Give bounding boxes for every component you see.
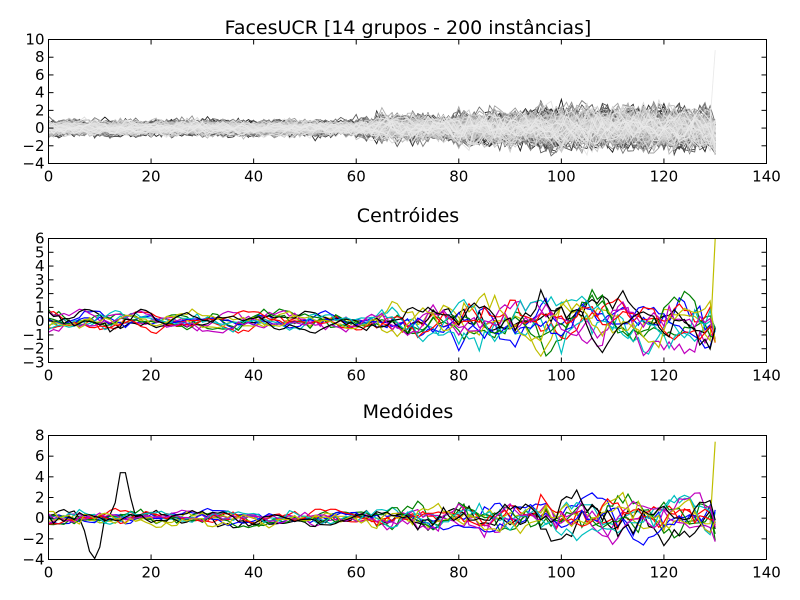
y-tick-label: −2: [22, 530, 44, 548]
series-line: [48, 498, 716, 535]
x-tick-label: 60: [347, 564, 366, 582]
y-tick-label: −4: [22, 551, 44, 569]
y-tick-label: −3: [22, 354, 44, 372]
x-tick-label: 40: [244, 367, 263, 385]
series-lines: [48, 238, 716, 358]
y-tick-label: 2: [35, 489, 45, 507]
x-tick-label: 140: [752, 367, 781, 385]
x-tick-label: 60: [347, 168, 366, 186]
series-line: [48, 114, 716, 144]
y-tick-label: −4: [22, 155, 44, 173]
series-line: [48, 300, 716, 357]
y-tick-label: −2: [22, 340, 44, 358]
x-tick-label: 60: [347, 367, 366, 385]
series-line: [48, 238, 716, 358]
plot-frame: [48, 238, 767, 363]
series-line: [48, 288, 716, 354]
y-tick-label: −2: [22, 137, 44, 155]
y-tick-label: 6: [35, 230, 45, 248]
y-tick-label: 6: [35, 66, 45, 84]
x-tick-label: 20: [142, 168, 161, 186]
y-tick-label: 2: [35, 285, 45, 303]
x-tick-label: 80: [449, 564, 468, 582]
series-line: [48, 108, 716, 142]
y-tick-label: 8: [35, 48, 45, 66]
x-tick-label: 80: [449, 168, 468, 186]
series-line: [48, 295, 716, 350]
y-tick-label: 0: [35, 509, 45, 527]
chart-title: Centróides: [357, 205, 459, 227]
y-tick-label: 10: [25, 31, 44, 49]
x-axis-ticks: 0 20 40 60 80 100 120 140: [44, 238, 781, 385]
x-tick-label: 120: [650, 564, 679, 582]
series-lines: [48, 50, 716, 157]
series-lines: [48, 441, 716, 560]
series-line: [48, 488, 716, 538]
x-tick-label: 40: [244, 564, 263, 582]
y-tick-label: 6: [35, 447, 45, 465]
x-tick-label: 120: [650, 367, 679, 385]
series-line: [48, 493, 716, 529]
x-tick-label: 0: [44, 564, 54, 582]
x-axis-ticks: 0 20 40 60 80 100 120 140: [44, 39, 781, 186]
series-line: [48, 304, 716, 343]
series-line: [48, 104, 716, 149]
y-tick-label: 4: [35, 468, 45, 486]
y-tick-label: 0: [35, 312, 45, 330]
x-tick-label: 100: [547, 168, 576, 186]
x-tick-label: 20: [142, 564, 161, 582]
y-tick-label: 3: [35, 271, 45, 289]
x-tick-label: 100: [547, 367, 576, 385]
x-axis-ticks: 0 20 40 60 80 100 120 140: [44, 435, 781, 582]
x-tick-label: 0: [44, 168, 54, 186]
y-tick-label: 4: [35, 257, 45, 275]
series-line: [48, 50, 716, 145]
y-tick-label: −1: [22, 326, 44, 344]
plot-frame: [48, 39, 767, 164]
series-line: [48, 292, 716, 349]
y-tick-label: 5: [35, 243, 45, 261]
y-axis-ticks: −4 −2 0 2 4 6 8: [22, 427, 767, 569]
y-tick-label: 0: [35, 119, 45, 137]
chart-title: Medóides: [363, 401, 454, 423]
y-tick-label: 2: [35, 101, 45, 119]
x-tick-label: 140: [752, 168, 781, 186]
x-tick-label: 20: [142, 367, 161, 385]
series-line: [48, 501, 716, 535]
panel-centroides: Centróides 0 20 40 60 80 100 120 140 −3−2−10123…: [22, 205, 780, 385]
x-tick-label: 100: [547, 564, 576, 582]
x-tick-label: 140: [752, 564, 781, 582]
series-line: [48, 492, 716, 546]
y-tick-label: 4: [35, 84, 45, 102]
y-tick-label: 1: [35, 298, 45, 316]
x-tick-label: 0: [44, 367, 54, 385]
series-line: [48, 494, 716, 542]
x-tick-label: 40: [244, 168, 263, 186]
plot-frame: [48, 435, 767, 560]
y-tick-label: 8: [35, 427, 45, 445]
x-tick-label: 80: [449, 367, 468, 385]
x-tick-label: 120: [650, 168, 679, 186]
chart-title: FacesUCR [14 grupos - 200 instâncias]: [225, 17, 592, 39]
